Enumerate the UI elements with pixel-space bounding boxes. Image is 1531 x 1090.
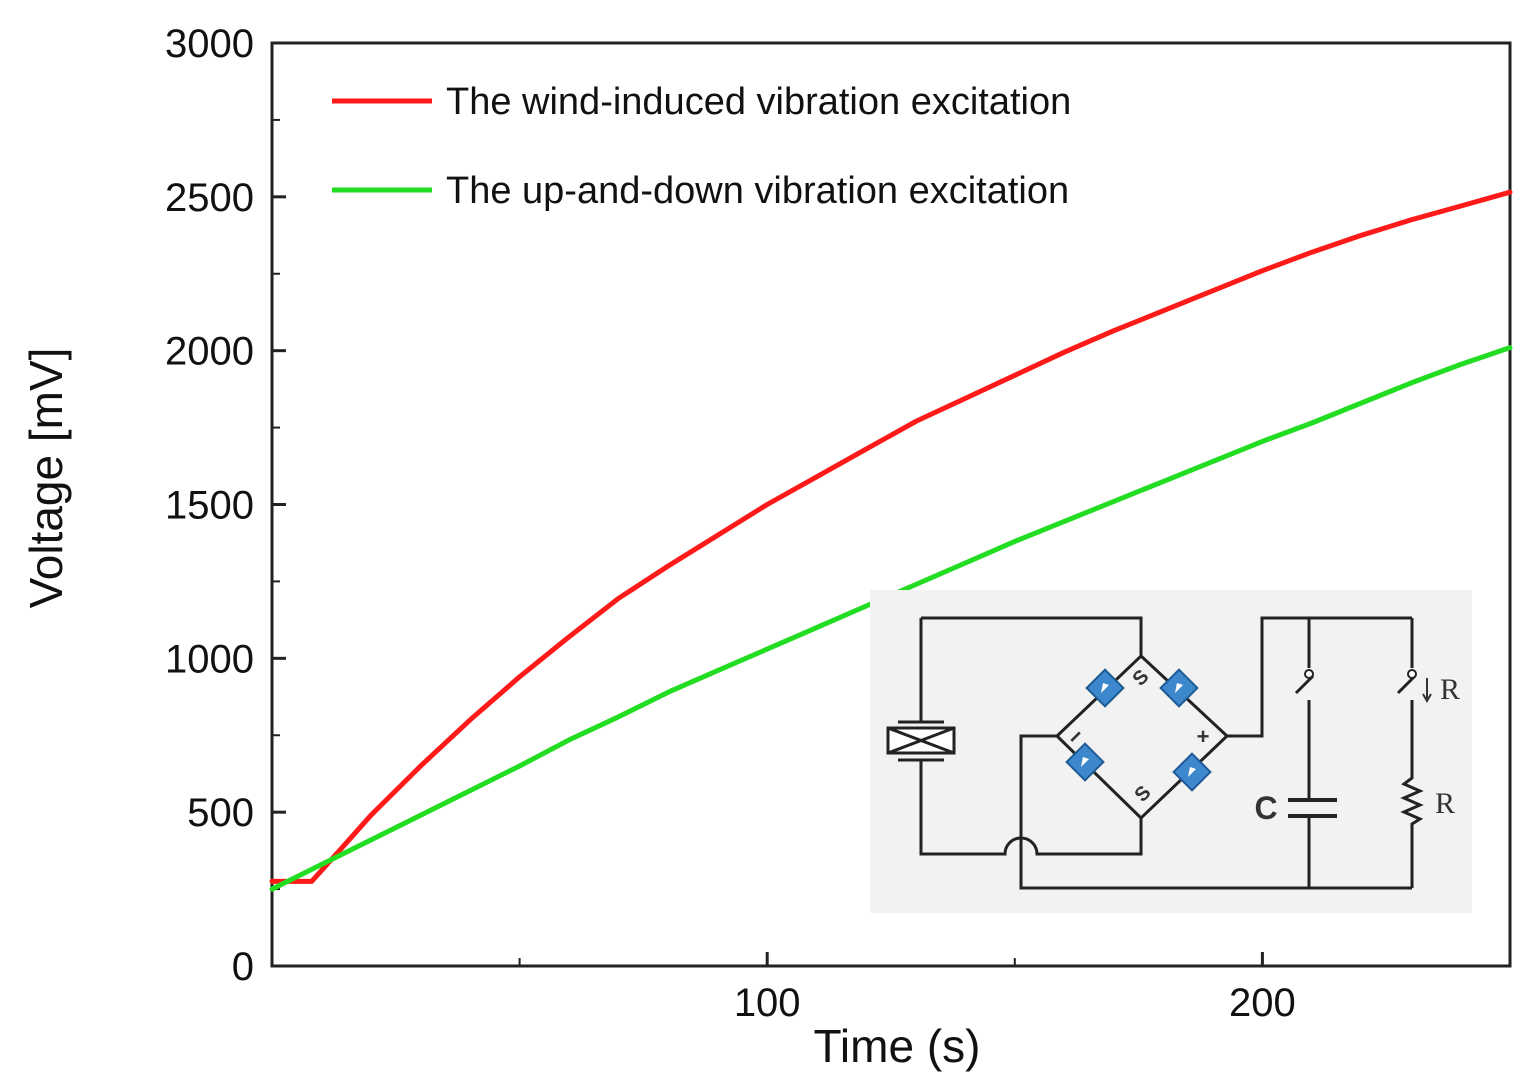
resistor-label: R [1435,787,1455,820]
resistor [1400,700,1424,888]
piezo-cross [887,726,955,755]
x-axis-ticks: 100 200 [518,952,1296,1025]
switch-arrow-icon [1422,678,1432,704]
capacitor-label: C [1254,790,1277,826]
legend: The wind-induced vibration excitation Th… [332,81,1071,212]
y-axis-title: Voltage [mV] [20,348,72,609]
wire-bottom [1019,734,1412,890]
y-tick-label: 1500 [165,484,254,528]
y-tick-label: 1000 [165,637,254,681]
y-tick-label: 3000 [165,22,254,66]
switch-contact-left [1304,669,1314,679]
inset-background [870,590,1472,913]
legend-label-updown: The up-and-down vibration excitation [446,170,1069,212]
bridge-diamond [1054,653,1230,821]
y-axis-ticks: 0 500 1000 1500 2000 2500 3000 [165,22,286,989]
wire-top-right [1227,616,1412,738]
y-tick-label: 2000 [165,330,254,374]
switch-label: R [1440,673,1460,706]
diode-icon [1172,752,1212,792]
y-tick-label: 2500 [165,176,254,220]
diode-icon [1065,742,1105,782]
bridge-label-plus: + [1197,724,1210,749]
legend-label-wind: The wind-induced vibration excitation [446,81,1071,123]
plot-area: 0 500 1000 1500 2000 2500 3000 100 200 [165,22,1513,1025]
diode-icon [1085,668,1125,708]
diode-icon [1159,668,1199,708]
circuit-inset: S S − + C R R [870,590,1472,913]
series-line-wind [269,189,1513,884]
y-tick-label: 0 [232,945,254,989]
x-axis-title: Time (s) [814,1020,981,1072]
x-tick-label: 100 [734,981,801,1025]
switch-contact-right [1407,669,1417,679]
y-tick-label: 500 [187,791,254,835]
wire-top-left [921,616,1143,656]
x-tick-label: 200 [1229,981,1296,1025]
